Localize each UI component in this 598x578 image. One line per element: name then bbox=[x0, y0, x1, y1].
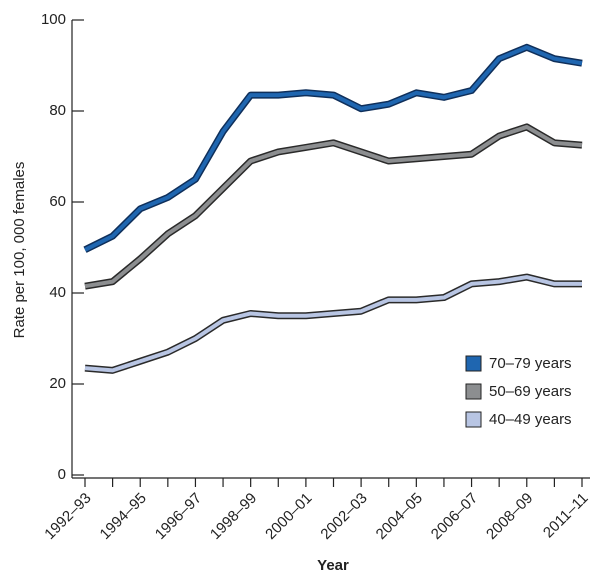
y-axis-label: Rate per 100, 000 females bbox=[11, 162, 28, 339]
y-tick-label: 0 bbox=[58, 466, 66, 483]
legend-swatch bbox=[465, 383, 482, 400]
x-tick-label: 2006–07 bbox=[428, 490, 481, 543]
x-tick-label: 2000–01 bbox=[262, 490, 315, 543]
x-tick-label: 1994–95 bbox=[97, 490, 150, 543]
line bbox=[84, 275, 582, 373]
y-tick-label: 60 bbox=[49, 193, 66, 210]
y-tick-label: 40 bbox=[49, 284, 66, 301]
line-outline bbox=[83, 43, 583, 253]
legend-swatch bbox=[465, 355, 482, 372]
x-tick-label: 2004–05 bbox=[373, 490, 426, 543]
y-tick-label: 80 bbox=[49, 102, 66, 119]
x-tick-label: 2011–11 bbox=[540, 490, 592, 542]
line bbox=[84, 45, 583, 252]
legend-label: 50–69 years bbox=[489, 383, 572, 400]
legend-label: 40–49 years bbox=[489, 411, 572, 428]
x-tick-label: 2002–03 bbox=[317, 490, 370, 543]
x-axis-label: Year bbox=[317, 557, 349, 574]
x-tick-label: 2008–09 bbox=[483, 490, 536, 543]
line-outline bbox=[84, 123, 583, 290]
x-tick-label: 1998–99 bbox=[207, 490, 260, 543]
x-tick-label: 1996–97 bbox=[152, 490, 205, 543]
legend-swatch bbox=[465, 411, 482, 428]
line bbox=[84, 124, 583, 289]
legend-label: 70–79 years bbox=[489, 355, 572, 372]
x-tick-label: 1992–93 bbox=[41, 490, 94, 543]
y-tick-label: 20 bbox=[49, 375, 66, 392]
y-tick-label: 100 bbox=[41, 11, 66, 28]
